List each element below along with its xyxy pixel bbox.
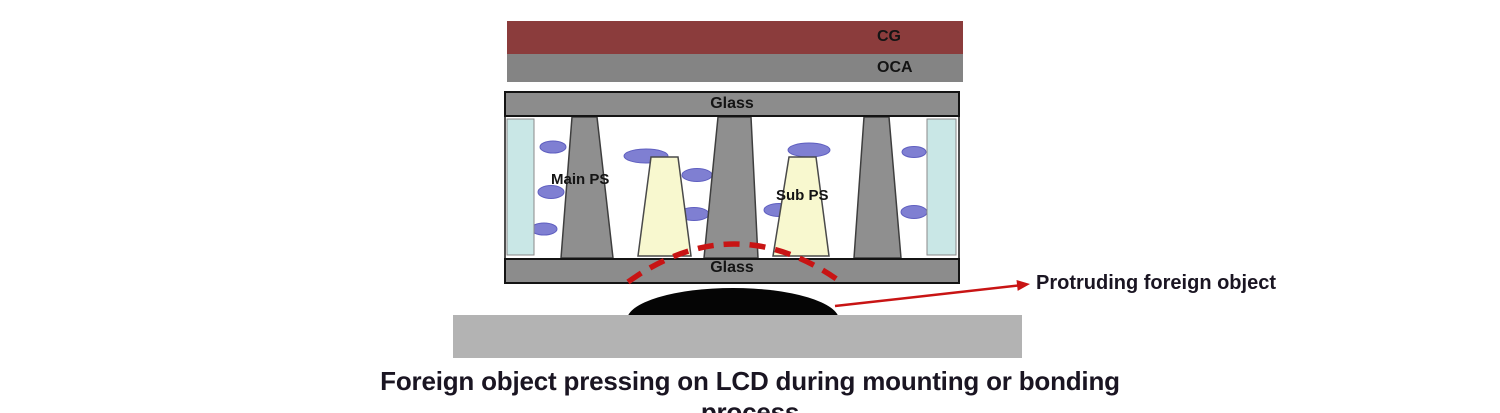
top-glass-layer: Glass	[504, 91, 960, 117]
main-ps-label: Main PS	[551, 171, 610, 188]
bottom-glass-layer: Glass	[504, 258, 960, 284]
oca-layer: OCA	[507, 54, 963, 82]
left-edge-strip	[506, 118, 535, 256]
lc-cell	[504, 116, 960, 259]
deformation-dashed-arc	[626, 241, 840, 285]
cg-layer: CG	[507, 21, 963, 54]
right-edge-strip	[926, 118, 957, 256]
lc-molecule	[900, 205, 928, 219]
lc-molecule	[681, 168, 713, 182]
annotation-arrow	[834, 280, 1030, 308]
oca-layer-label: OCA	[877, 59, 913, 76]
sub-ps-label: Sub PS	[776, 187, 829, 204]
cg-layer-label: CG	[877, 28, 901, 45]
lc-molecule	[537, 185, 565, 199]
mounting-base-bar	[453, 315, 1022, 358]
lc-molecule	[530, 222, 558, 236]
lc-cell-graphics	[506, 116, 957, 259]
lc-molecule	[539, 140, 567, 154]
sub-ps-spacer	[772, 156, 830, 257]
annotation-label: Protruding foreign object	[1036, 272, 1276, 294]
bottom-glass-label: Glass	[710, 259, 754, 276]
sub-ps-spacer	[637, 156, 692, 257]
lc-molecule	[787, 142, 831, 158]
lc-molecule	[901, 146, 927, 158]
main-ps-spacer	[853, 116, 902, 259]
top-glass-label: Glass	[710, 95, 754, 112]
figure-caption: Foreign object pressing on LCD during mo…	[380, 366, 1120, 413]
